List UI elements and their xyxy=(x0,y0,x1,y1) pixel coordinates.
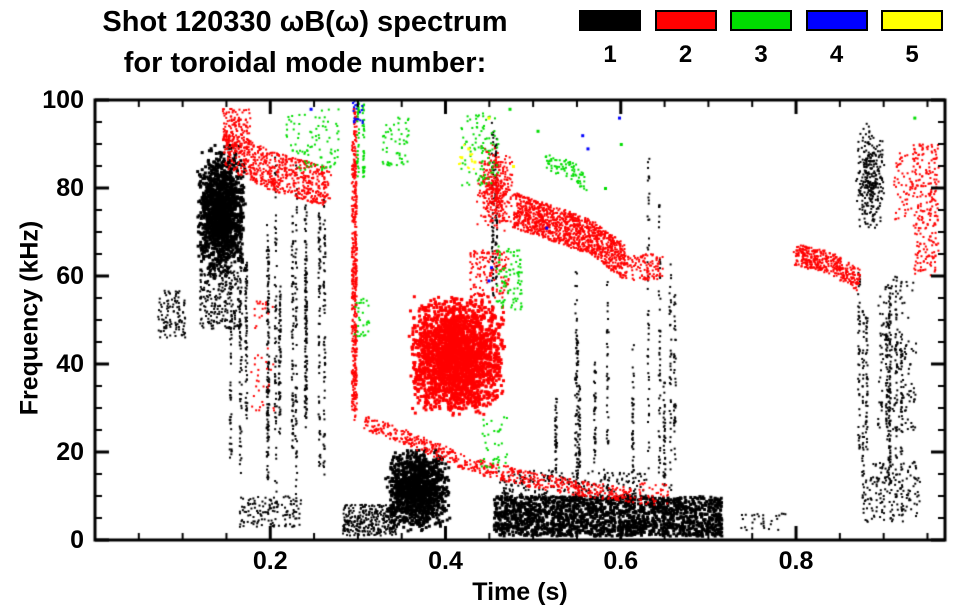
y-tick-label: 60 xyxy=(56,262,84,290)
legend-label-mode4: 4 xyxy=(829,41,844,68)
legend-item-mode3: 3 xyxy=(729,10,793,67)
legend-swatch-mode3-green xyxy=(730,10,792,31)
legend-item-mode2: 2 xyxy=(654,10,718,67)
x-axis-title: Time (s) xyxy=(472,578,568,606)
legend-label-mode3: 3 xyxy=(754,41,768,68)
chart-title: Shot 120330 ωB(ω) spectrum xyxy=(102,6,508,38)
y-tick-label: 20 xyxy=(56,438,84,466)
legend-label-mode2: 2 xyxy=(678,41,693,68)
y-tick-label: 100 xyxy=(42,86,84,114)
legend-item-mode1: 1 xyxy=(578,10,642,67)
y-tick-label: 0 xyxy=(70,526,84,554)
chart-subtitle: for toroidal mode number: xyxy=(123,47,487,79)
x-tick-label: 0.2 xyxy=(252,547,288,575)
y-tick-label: 80 xyxy=(56,174,84,202)
x-tick-label: 0.4 xyxy=(428,547,463,575)
legend-item-mode5: 5 xyxy=(880,10,944,67)
legend-swatch-mode1-black xyxy=(579,10,641,31)
legend-swatch-mode2-red xyxy=(654,10,717,31)
y-tick-label: 40 xyxy=(56,350,84,378)
x-tick-label: 0.6 xyxy=(603,547,639,575)
legend-swatch-mode5-yellow xyxy=(881,10,943,31)
legend-label-mode5: 5 xyxy=(905,41,919,68)
legend-item-mode4: 4 xyxy=(805,10,869,67)
legend-label-mode1: 1 xyxy=(603,41,617,68)
x-tick-label: 0.8 xyxy=(778,547,814,575)
legend: 1 2 3 4 5 xyxy=(578,10,944,67)
legend-swatch-mode4-blue xyxy=(805,10,868,31)
y-axis-title: Frequency (kHz) xyxy=(15,220,44,416)
